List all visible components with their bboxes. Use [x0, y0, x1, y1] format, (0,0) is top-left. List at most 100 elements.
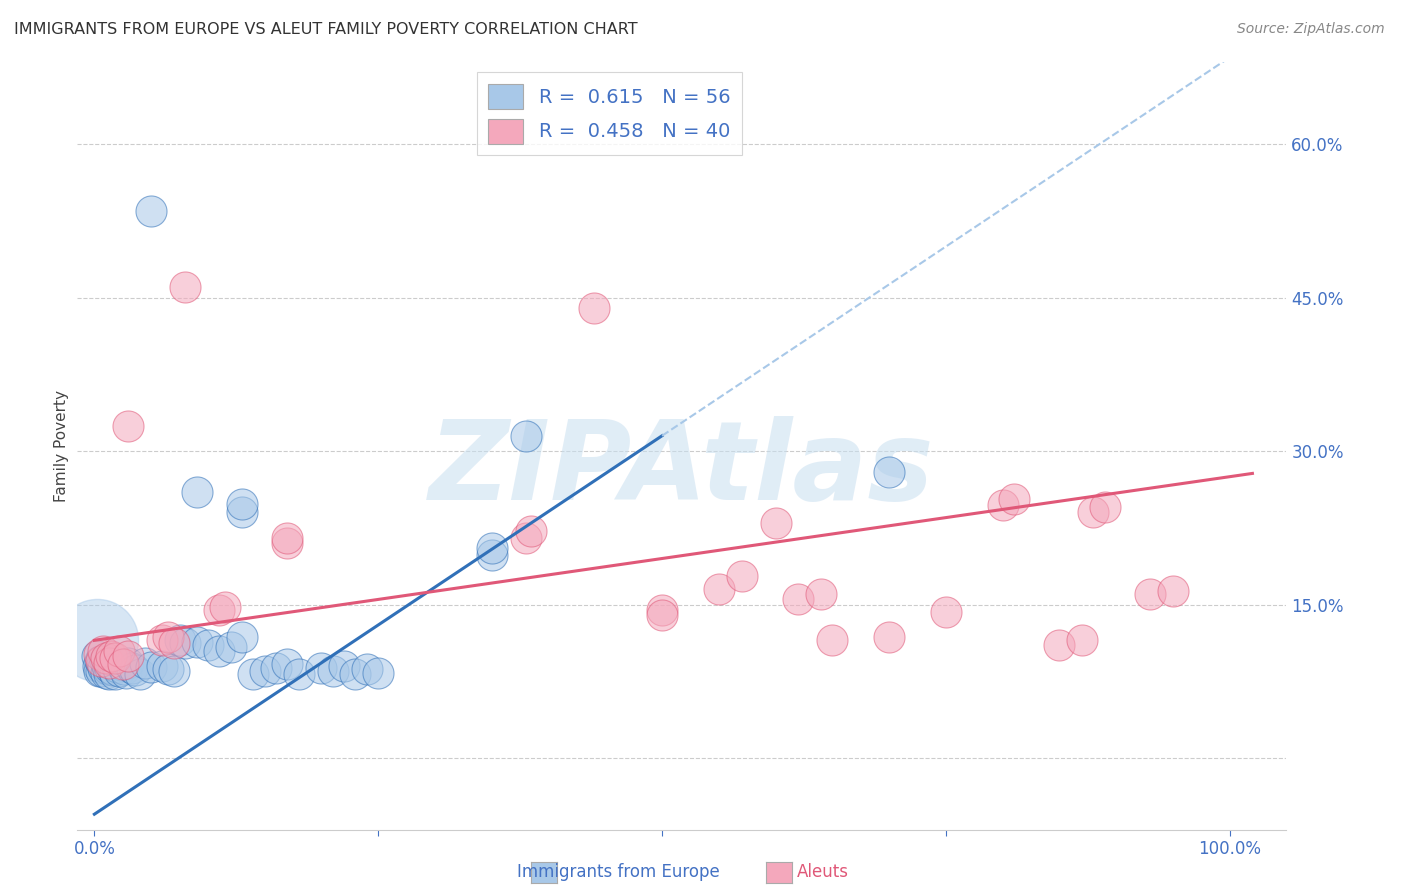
Point: [1047, 639, 1070, 653]
Point: [134, 656, 156, 670]
Point: [787, 592, 810, 607]
Point: [98, 661, 121, 675]
Point: [1161, 584, 1184, 599]
Point: [163, 664, 186, 678]
Point: [276, 531, 298, 545]
Point: [208, 602, 231, 616]
Text: Source: ZipAtlas.com: Source: ZipAtlas.com: [1237, 22, 1385, 37]
Point: [157, 662, 180, 676]
Point: [94, 666, 117, 681]
Point: [117, 648, 139, 663]
Point: [935, 605, 957, 619]
Point: [124, 663, 146, 677]
Point: [810, 587, 832, 601]
Point: [157, 630, 180, 644]
Point: [87, 647, 110, 661]
Point: [707, 582, 730, 597]
Text: Aleuts: Aleuts: [797, 863, 848, 881]
Point: [765, 516, 787, 530]
Y-axis label: Family Poverty: Family Poverty: [53, 390, 69, 502]
Point: [264, 661, 287, 675]
Point: [1094, 500, 1116, 515]
Text: ZIPAtlas: ZIPAtlas: [429, 416, 935, 523]
Point: [104, 650, 127, 665]
Point: [651, 607, 673, 622]
Point: [89, 654, 111, 668]
Point: [94, 650, 117, 665]
Point: [108, 664, 131, 678]
Point: [231, 497, 253, 511]
Point: [90, 654, 112, 668]
Point: [100, 656, 122, 670]
Point: [87, 664, 110, 678]
Point: [112, 662, 135, 676]
Point: [276, 536, 298, 550]
Point: [117, 418, 139, 433]
Point: [97, 662, 120, 676]
Point: [169, 633, 191, 648]
Point: [344, 667, 367, 681]
Point: [322, 664, 344, 678]
Point: [86, 648, 108, 663]
Point: [356, 662, 378, 676]
Point: [93, 661, 115, 675]
Text: IMMIGRANTS FROM EUROPE VS ALEUT FAMILY POVERTY CORRELATION CHART: IMMIGRANTS FROM EUROPE VS ALEUT FAMILY P…: [14, 22, 638, 37]
Point: [186, 485, 208, 500]
Point: [104, 667, 127, 681]
Point: [253, 664, 276, 678]
Point: [219, 640, 242, 655]
Point: [877, 630, 900, 644]
Point: [121, 661, 143, 675]
Point: [821, 633, 844, 648]
Point: [90, 664, 112, 678]
Point: [515, 531, 537, 545]
Point: [86, 633, 108, 648]
Point: [115, 666, 138, 681]
Point: [367, 666, 389, 681]
Point: [242, 667, 264, 681]
Point: [174, 636, 197, 650]
Point: [991, 499, 1014, 513]
Point: [582, 301, 605, 315]
Point: [93, 643, 115, 657]
Point: [139, 660, 162, 674]
Point: [163, 636, 186, 650]
Point: [1139, 587, 1161, 601]
Point: [87, 659, 110, 673]
Point: [287, 667, 309, 681]
Point: [276, 657, 298, 671]
Point: [96, 659, 118, 673]
Point: [108, 643, 131, 657]
Point: [101, 663, 124, 677]
Point: [311, 661, 333, 675]
Legend: R =  0.615   N = 56, R =  0.458   N = 40: R = 0.615 N = 56, R = 0.458 N = 40: [477, 72, 742, 155]
Point: [128, 667, 150, 681]
Point: [174, 280, 197, 294]
Point: [197, 639, 219, 653]
Point: [333, 659, 356, 673]
Point: [139, 203, 162, 218]
Point: [208, 643, 231, 657]
Point: [100, 648, 122, 663]
Point: [730, 569, 752, 583]
Point: [481, 541, 503, 556]
Point: [515, 429, 537, 443]
Point: [98, 656, 121, 670]
Point: [1002, 492, 1025, 507]
Point: [877, 465, 900, 479]
Point: [93, 654, 115, 668]
Point: [110, 657, 132, 672]
Point: [91, 657, 114, 671]
Point: [98, 667, 121, 681]
Point: [186, 635, 208, 649]
Point: [231, 630, 253, 644]
Point: [152, 659, 174, 673]
Point: [1083, 506, 1105, 520]
Text: Immigrants from Europe: Immigrants from Europe: [517, 863, 720, 881]
Point: [520, 524, 543, 538]
Point: [1071, 633, 1094, 648]
Point: [111, 657, 134, 671]
Point: [231, 506, 253, 520]
Point: [481, 549, 503, 563]
Point: [117, 656, 139, 670]
